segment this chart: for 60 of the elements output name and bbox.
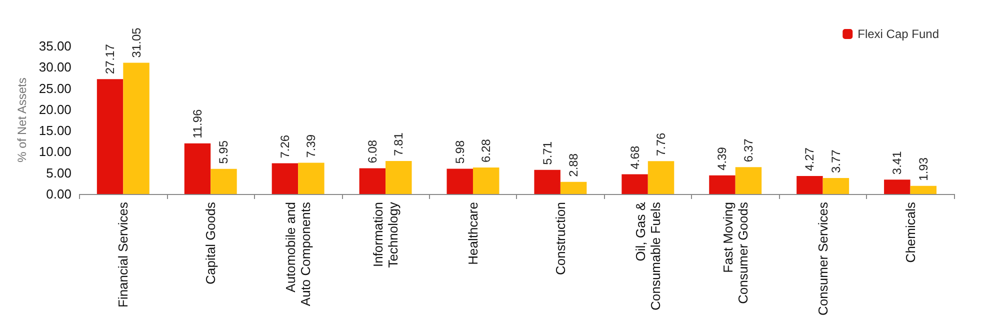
bar	[184, 143, 211, 194]
y-tick-label: 10.00	[38, 144, 72, 160]
data-label: 3.41	[890, 150, 904, 175]
x-tick-label: Capital Goods	[203, 202, 218, 284]
y-tick-label: 30.00	[38, 60, 72, 75]
bar	[272, 163, 298, 194]
bar	[910, 186, 937, 194]
bar	[622, 174, 648, 194]
bar	[446, 168, 473, 194]
data-label: 3.77	[828, 149, 843, 174]
bar	[386, 160, 412, 194]
data-label: 4.68	[628, 146, 642, 170]
bar	[735, 167, 762, 194]
bar	[298, 162, 324, 194]
x-tick-label: Information Technology	[370, 202, 401, 268]
bar	[534, 170, 560, 194]
x-tick-label: Construction	[552, 202, 568, 275]
legend-label: Flexi Cap Fund	[858, 27, 940, 41]
bar	[648, 161, 674, 194]
data-label: 7.76	[654, 132, 668, 156]
y-tick-label: 0.00	[46, 186, 72, 202]
data-label: 6.28	[479, 138, 494, 162]
data-label: 7.39	[304, 134, 318, 158]
y-tick-label: 15.00	[38, 123, 72, 138]
bar	[560, 182, 587, 194]
x-tick-label: Automobile and Auto Components	[283, 202, 314, 306]
bar	[709, 175, 736, 194]
bar	[796, 176, 823, 194]
data-label: 7.81	[392, 132, 406, 156]
x-tick-label: Oil, Gas & Consumable Fuels	[632, 202, 663, 310]
bar	[123, 62, 150, 194]
data-label: 7.26	[278, 134, 292, 158]
data-label: 5.71	[540, 141, 554, 165]
data-label: 6.08	[365, 140, 380, 164]
y-axis-title: % of Net Assets	[15, 78, 29, 162]
data-label: 1.93	[916, 157, 930, 181]
bar	[96, 79, 124, 194]
data-label: 4.39	[715, 146, 730, 170]
data-label: 5.98	[452, 140, 467, 164]
bar	[884, 180, 910, 194]
data-label: 2.88	[566, 153, 581, 177]
bar	[359, 168, 386, 194]
x-tick-label: Financial Services	[116, 202, 131, 308]
y-tick-label: 25.00	[38, 80, 72, 96]
x-tick-label: Healthcare	[465, 202, 480, 265]
y-tick-label: 35.00	[38, 38, 72, 54]
bar	[472, 167, 500, 194]
data-label: 27.17	[103, 44, 118, 74]
data-label: 31.05	[129, 27, 144, 58]
bar	[210, 168, 237, 194]
data-label: 11.96	[190, 108, 204, 138]
x-tick-label: Fast Moving Consumer Goods	[720, 202, 750, 304]
x-tick-label: Chemicals	[902, 202, 918, 263]
data-label: 6.37	[741, 138, 756, 162]
y-tick-label: 20.00	[38, 102, 72, 117]
bar	[822, 178, 850, 194]
data-label: 4.27	[802, 147, 817, 171]
x-tick-label: Consumer Services	[815, 202, 830, 316]
y-tick-label: 5.00	[46, 165, 72, 180]
data-label: 5.95	[216, 140, 231, 164]
